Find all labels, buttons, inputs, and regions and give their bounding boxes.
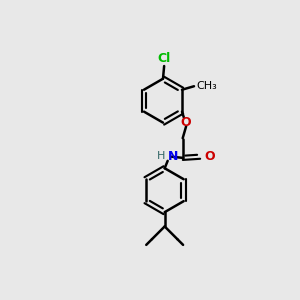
Text: Cl: Cl <box>158 52 171 65</box>
Text: CH₃: CH₃ <box>197 81 218 91</box>
Text: O: O <box>204 150 215 163</box>
Text: H: H <box>157 151 165 160</box>
Text: N: N <box>168 150 178 163</box>
Text: O: O <box>181 116 191 128</box>
